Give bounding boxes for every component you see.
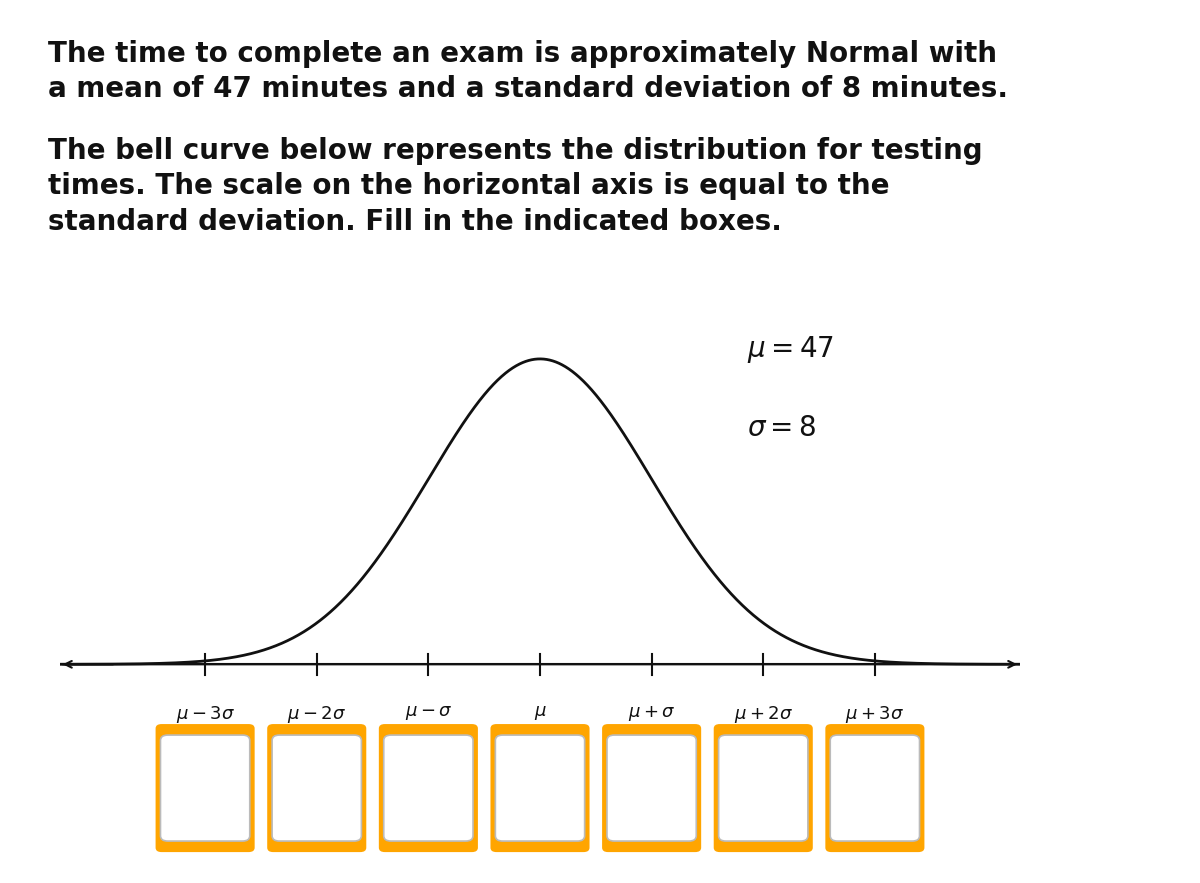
Text: The time to complete an exam is approximately Normal with: The time to complete an exam is approxim… <box>48 40 997 68</box>
Text: standard deviation. Fill in the indicated boxes.: standard deviation. Fill in the indicate… <box>48 208 782 236</box>
Text: $\mu + \sigma$: $\mu + \sigma$ <box>628 704 676 723</box>
Text: The bell curve below represents the distribution for testing: The bell curve below represents the dist… <box>48 137 983 165</box>
Text: $\mu - 3\sigma$: $\mu - 3\sigma$ <box>175 704 235 725</box>
Text: $\mu + 2\sigma$: $\mu + 2\sigma$ <box>733 704 793 725</box>
Text: $\mu$: $\mu$ <box>534 704 546 722</box>
Text: $\mu = 47$: $\mu = 47$ <box>746 335 834 366</box>
Text: $\sigma = 8$: $\sigma = 8$ <box>746 414 816 442</box>
Text: a mean of 47 minutes and a standard deviation of 8 minutes.: a mean of 47 minutes and a standard devi… <box>48 75 1008 103</box>
Text: $\mu - \sigma$: $\mu - \sigma$ <box>404 704 452 722</box>
Text: $\mu - 2\sigma$: $\mu - 2\sigma$ <box>287 704 347 725</box>
Text: times. The scale on the horizontal axis is equal to the: times. The scale on the horizontal axis … <box>48 172 889 200</box>
Text: $\mu + 3\sigma$: $\mu + 3\sigma$ <box>845 704 905 725</box>
